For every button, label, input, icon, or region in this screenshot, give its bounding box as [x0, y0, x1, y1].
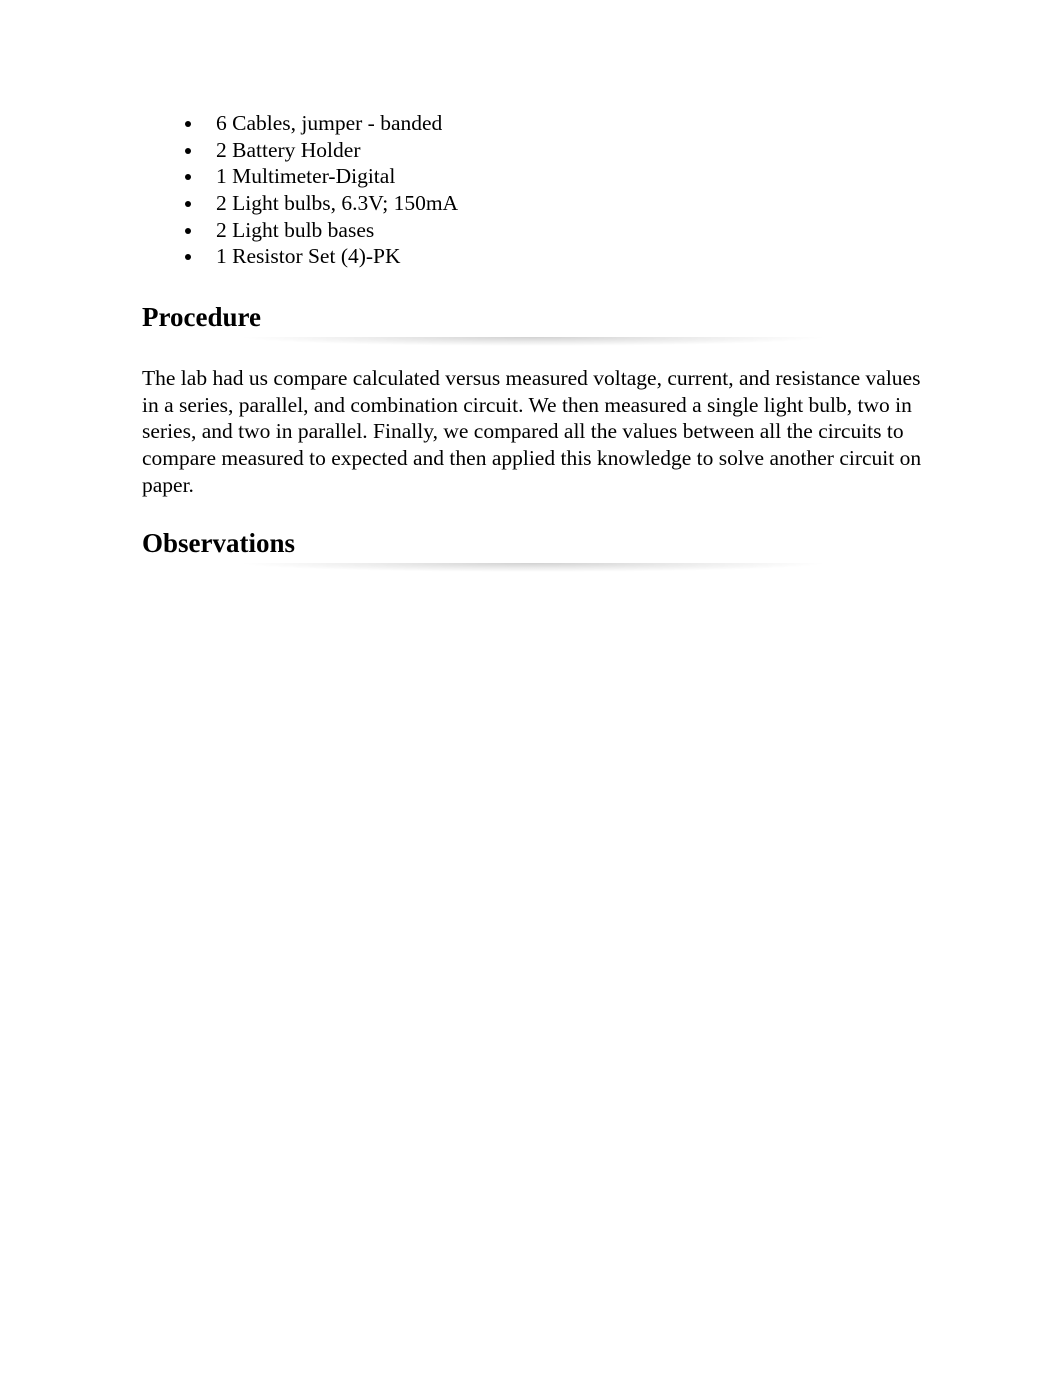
procedure-body: The lab had us compare calculated versus…	[142, 365, 924, 498]
list-item: 1 Multimeter-Digital	[204, 163, 924, 190]
list-item: 2 Battery Holder	[204, 137, 924, 164]
observations-heading: Observations	[142, 528, 924, 559]
procedure-heading: Procedure	[142, 302, 924, 333]
list-item: 2 Light bulb bases	[204, 217, 924, 244]
heading-divider	[142, 563, 924, 575]
list-item: 6 Cables, jumper - banded	[204, 110, 924, 137]
list-item: 2 Light bulbs, 6.3V; 150mA	[204, 190, 924, 217]
list-item: 1 Resistor Set (4)-PK	[204, 243, 924, 270]
heading-divider	[142, 337, 924, 349]
page-content: 6 Cables, jumper - banded 2 Battery Hold…	[0, 0, 1062, 575]
materials-list: 6 Cables, jumper - banded 2 Battery Hold…	[142, 110, 924, 270]
